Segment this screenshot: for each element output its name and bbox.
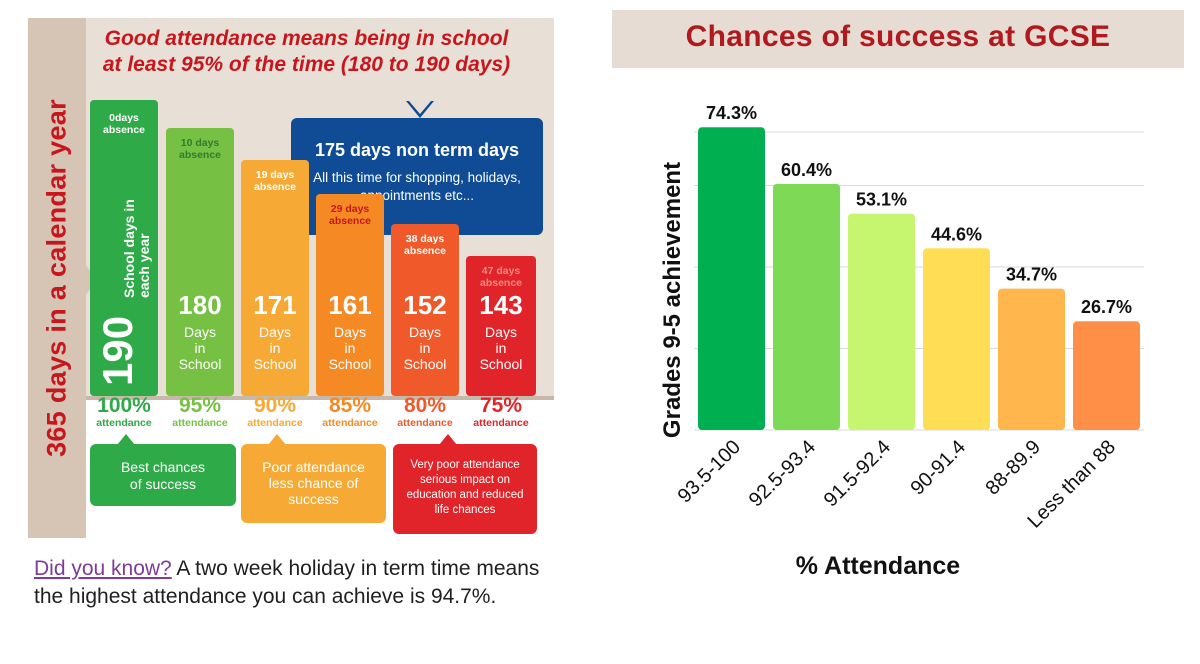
attendance-word: attendance xyxy=(322,417,378,429)
did-you-know-note: Did you know? A two week holiday in term… xyxy=(34,555,574,611)
infographic-headline: Good attendance means being in school at… xyxy=(102,27,511,76)
data-label: 34.7% xyxy=(1006,265,1057,285)
data-label: 74.3% xyxy=(706,103,757,123)
attendance-pct: 80% xyxy=(403,394,447,417)
y-axis-label: Grades 9-5 achievement xyxy=(659,162,686,438)
attendance-95: 95% attendance xyxy=(163,394,237,430)
data-label: 44.6% xyxy=(931,224,982,244)
tick-label: 88-89.9 xyxy=(982,436,1046,500)
days-label: School days in each year xyxy=(121,199,152,298)
days-label: Days in School xyxy=(479,324,523,372)
chance-text: Best chances of success xyxy=(120,459,206,492)
days-value: 143 xyxy=(479,290,523,320)
school-days-bar-180: 10 days absence 180 Days in School xyxy=(166,128,234,396)
attendance-90: 90% attendance xyxy=(238,394,312,430)
bars-baseline xyxy=(86,396,554,400)
attendance-80: 80% attendance xyxy=(388,394,462,430)
attendance-pct: 95% xyxy=(178,394,222,417)
bar-4 xyxy=(998,288,1065,430)
data-label: 53.1% xyxy=(856,190,907,210)
school-days-bar-161: 29 days absence 161 Days in School xyxy=(316,194,384,396)
tick-label: 92.5-93.4 xyxy=(745,436,820,511)
x-axis-label: % Attendance xyxy=(796,552,960,580)
side-label: 365 days in a calendar year xyxy=(41,99,72,457)
school-days-bar-143: 47 days absence 143 Days in School xyxy=(466,256,536,396)
attendance-infographic: 365 days in a calendar year Good attenda… xyxy=(28,18,554,538)
side-banner: 365 days in a calendar year xyxy=(28,18,86,538)
absence-label: 19 days absence xyxy=(253,169,297,193)
non-term-days-box: 175 days non term days All this time for… xyxy=(291,118,543,235)
bar-3 xyxy=(923,248,990,430)
poor-attendance-box: Poor attendance less chance of success xyxy=(241,444,386,523)
chance-notch xyxy=(268,434,286,445)
attendance-word: attendance xyxy=(96,417,152,429)
chance-text: Very poor attendance serious impact on e… xyxy=(406,459,524,516)
best-chances-box: Best chances of success xyxy=(90,444,236,506)
days-value: 171 xyxy=(253,290,297,320)
data-label: 60.4% xyxy=(781,160,832,180)
days-label: Days in School xyxy=(253,324,297,372)
data-label: 26.7% xyxy=(1081,297,1132,317)
chart-title: Chances of success at GCSE xyxy=(685,20,1111,53)
absence-label: 10 days absence xyxy=(178,137,222,161)
absence-label: 0days absence xyxy=(102,112,146,136)
attendance-word: attendance xyxy=(473,417,529,429)
chance-notch xyxy=(117,434,135,445)
attendance-pct: 75% xyxy=(479,394,523,417)
gcse-success-chart: 74.3% 93.5-100 60.4% 92.5-93.4 53.1% 91.5-92.… xyxy=(659,103,1144,580)
did-you-know-label: Did you know? xyxy=(34,557,172,580)
chance-notch xyxy=(439,434,457,445)
attendance-word: attendance xyxy=(172,417,228,429)
school-days-bar-152: 38 days absence 152 Days in School xyxy=(391,224,459,396)
attendance-85: 85% attendance xyxy=(313,394,387,430)
non-term-days-title: 175 days non term days xyxy=(314,140,520,160)
days-value: 152 xyxy=(403,290,447,320)
chance-text: Poor attendance less chance of success xyxy=(262,459,365,507)
attendance-75: 75% attendance xyxy=(464,394,538,430)
days-value: 161 xyxy=(328,290,372,320)
attendance-100: 100% attendance xyxy=(87,394,161,430)
attendance-word: attendance xyxy=(247,417,303,429)
days-value: 190 xyxy=(94,315,141,386)
did-you-know-text: A two week holiday in term time means th… xyxy=(34,557,540,608)
very-poor-attendance-box: Very poor attendance serious impact on e… xyxy=(393,444,537,534)
days-value: 180 xyxy=(178,290,222,320)
attendance-pct: 100% xyxy=(97,394,151,417)
attendance-pct: 85% xyxy=(328,394,372,417)
absence-label: 38 days absence xyxy=(403,233,447,257)
days-label: Days in School xyxy=(328,324,372,372)
days-label: Days in School xyxy=(178,324,222,372)
tick-label: 93.5-100 xyxy=(674,436,745,507)
school-days-bar-190: 0days absence 190 School days in each ye… xyxy=(90,100,158,396)
absence-label: 47 days absence xyxy=(479,265,523,289)
tick-label: 90-91.4 xyxy=(907,436,971,500)
attendance-word: attendance xyxy=(397,417,453,429)
bar-2 xyxy=(848,213,915,430)
attendance-pct: 90% xyxy=(253,394,297,417)
bar-0 xyxy=(698,127,765,430)
absence-label: 29 days absence xyxy=(328,203,372,227)
tick-label: 91.5-92.4 xyxy=(820,436,895,511)
bar-1 xyxy=(773,183,840,430)
non-term-days-text: All this time for shopping, holidays, ap… xyxy=(313,170,521,203)
chart-title-banner: Chances of success at GCSE xyxy=(612,10,1184,68)
days-label: Days in School xyxy=(403,324,447,372)
bar-5 xyxy=(1073,321,1140,430)
school-days-bar-171: 19 days absence 171 Days in School xyxy=(241,160,309,396)
